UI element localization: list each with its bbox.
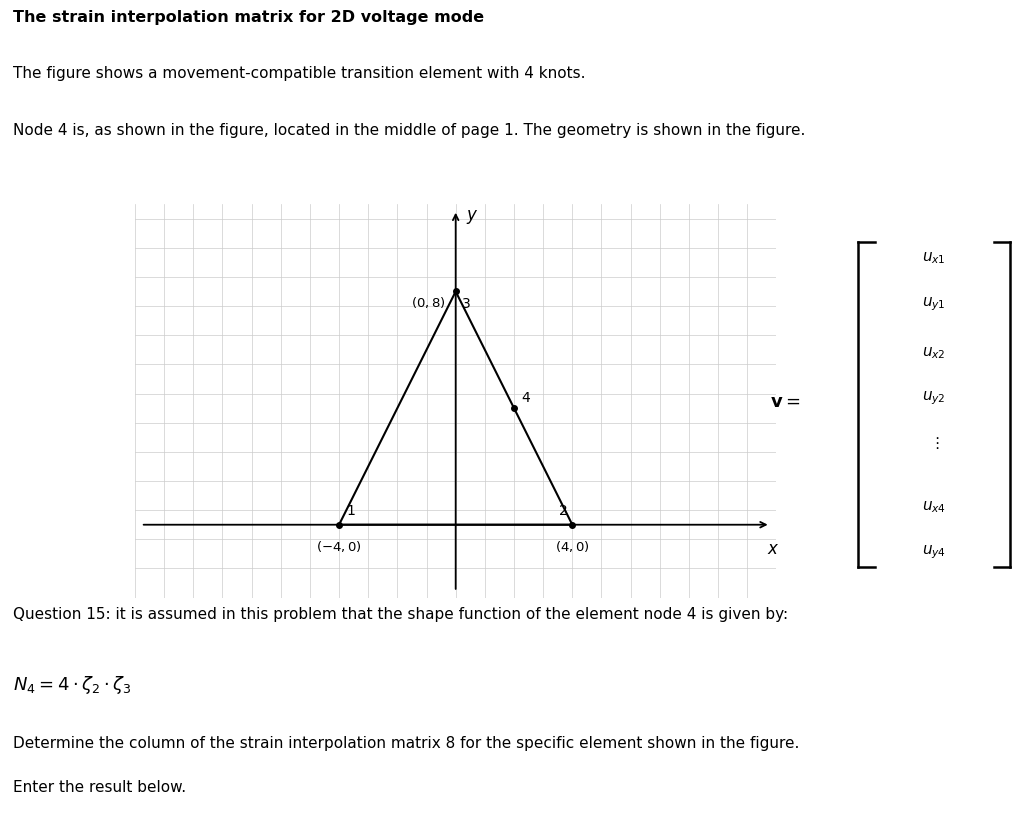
Text: $N_4 = 4 \cdot \zeta_2 \cdot \zeta_3$: $N_4 = 4 \cdot \zeta_2 \cdot \zeta_3$ [13, 673, 131, 695]
Text: 2: 2 [559, 504, 568, 518]
Text: $\mathbf{v} =$: $\mathbf{v} =$ [770, 392, 800, 410]
Text: 4: 4 [521, 390, 530, 405]
Text: $y$: $y$ [466, 208, 478, 226]
Text: $\vdots$: $\vdots$ [929, 435, 939, 450]
Text: $x$: $x$ [767, 540, 779, 558]
Text: $(-4, 0)$: $(-4, 0)$ [316, 538, 362, 553]
Text: $u_{x1}$: $u_{x1}$ [923, 251, 946, 266]
Text: 1: 1 [346, 504, 355, 518]
Text: Determine the column of the strain interpolation matrix 8 for the specific eleme: Determine the column of the strain inter… [13, 735, 800, 750]
Text: Enter the result below.: Enter the result below. [13, 779, 186, 794]
Text: The figure shows a movement-compatible transition element with 4 knots.: The figure shows a movement-compatible t… [13, 66, 586, 80]
Text: $u_{x2}$: $u_{x2}$ [923, 345, 946, 360]
Text: $(0, 8)$: $(0, 8)$ [411, 295, 445, 310]
Text: Node 4 is, as shown in the figure, located in the middle of page 1. The geometry: Node 4 is, as shown in the figure, locat… [13, 123, 806, 138]
Text: 3: 3 [462, 296, 470, 310]
Text: The strain interpolation matrix for 2D voltage mode: The strain interpolation matrix for 2D v… [13, 10, 484, 25]
Text: $(4, 0)$: $(4, 0)$ [555, 538, 590, 553]
Text: $u_{x4}$: $u_{x4}$ [922, 499, 946, 514]
Text: $u_{y1}$: $u_{y1}$ [923, 295, 946, 312]
Text: $u_{y4}$: $u_{y4}$ [922, 543, 946, 561]
Text: $u_{y2}$: $u_{y2}$ [923, 389, 946, 406]
Text: Question 15: it is assumed in this problem that the shape function of the elemen: Question 15: it is assumed in this probl… [13, 607, 788, 622]
